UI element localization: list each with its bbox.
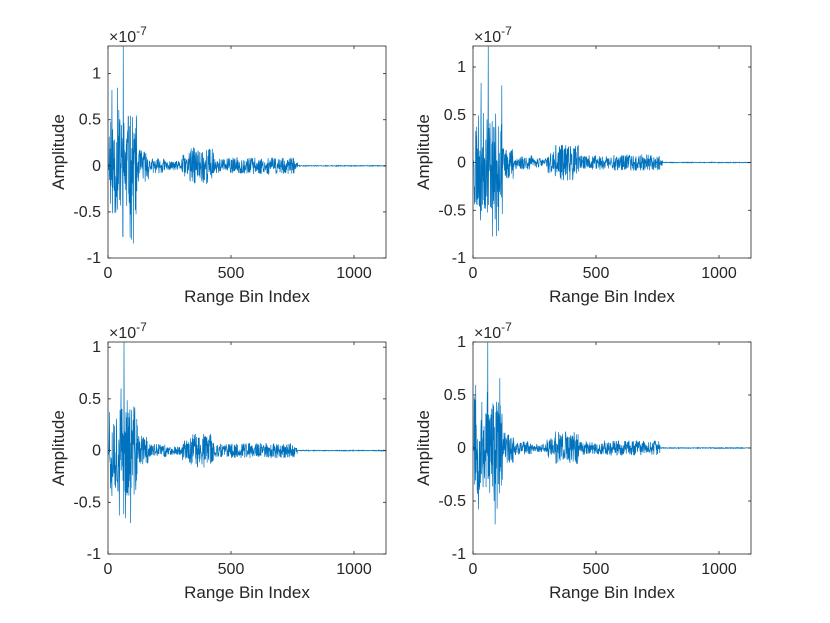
y-tick-label: 0.5 <box>444 387 466 404</box>
y-tick-label: -0.5 <box>73 494 101 511</box>
y-tick-label: -0.5 <box>73 204 101 221</box>
figure: 0 500 1000-1-0.500.51×10-7Range Bin IndexA… <box>0 0 830 623</box>
x-tick-label: 500 <box>583 561 610 578</box>
subplot-4: 0 500 1000 -1 -0.5 0 0.5 1 ×10-7 Range Bin Index A… <box>414 320 751 602</box>
axes-box <box>473 46 751 258</box>
y-axis-label: Amplitude <box>49 410 68 486</box>
x-tick-label: 0 <box>104 561 113 578</box>
x-tick-label: 1000 <box>336 265 372 282</box>
x-tick-label: 500 <box>218 561 245 578</box>
y-tick-label: 1 <box>92 66 101 83</box>
y-tick-label: -0.5 <box>438 202 466 219</box>
x-tick-label: 1000 <box>701 265 737 282</box>
x-axis-label: Range Bin Index <box>549 583 675 602</box>
x-tick-label: 1000 <box>336 561 372 578</box>
x-tick-label: 0 <box>469 561 478 578</box>
y-tick-label: 0.5 <box>444 107 466 124</box>
y-tick-label: 0 <box>457 155 466 172</box>
subplot-2: 0 500 1000 -1 -0.5 0 0.5 1 ×10-7 Range Bin Index A… <box>414 24 751 306</box>
y-tick-label: -0.5 <box>438 493 466 510</box>
x-axis-label: Range Bin Index <box>184 287 310 306</box>
y-tick-label: 1 <box>92 339 101 356</box>
exponent-label: ×10-7 <box>109 24 147 46</box>
exponent-power: -7 <box>501 320 512 334</box>
exponent-power: -7 <box>136 24 147 38</box>
y-tick-label: -1 <box>87 546 101 563</box>
axes-box <box>108 46 386 258</box>
x-tick-label: 1000 <box>701 561 737 578</box>
subplot-1: 0 500 1000 -1 -0.5 0 0.5 1 ×10-7 Range Bin Index A… <box>49 24 386 306</box>
x-tick-label: 500 <box>218 265 245 282</box>
x-tick-label: 0 <box>469 265 478 282</box>
y-tick-label: -1 <box>452 546 466 563</box>
exponent-power: -7 <box>501 24 512 38</box>
y-axis-label: Amplitude <box>414 410 433 486</box>
y-tick-label: 1 <box>457 334 466 351</box>
y-tick-label: -1 <box>87 250 101 267</box>
y-tick-label: 0 <box>457 440 466 457</box>
exponent-label: ×10-7 <box>109 320 147 342</box>
y-axis-label: Amplitude <box>414 114 433 190</box>
y-axis-label: Amplitude <box>49 114 68 190</box>
y-tick-label: 0.5 <box>79 391 101 408</box>
y-tick-label: 0.5 <box>79 112 101 129</box>
subplot-3: 0 500 1000 -1 -0.5 0 0.5 1 ×10-7 Range Bin Index A… <box>49 320 386 602</box>
exponent-label: ×10-7 <box>474 24 512 46</box>
y-tick-label: 0 <box>92 443 101 460</box>
y-tick-label: 0 <box>92 158 101 175</box>
exponent-label: ×10-7 <box>474 320 512 342</box>
exponent-power: -7 <box>136 320 147 334</box>
x-tick-label: 500 <box>583 265 610 282</box>
x-tick-label: 0 <box>104 265 113 282</box>
x-axis-label: Range Bin Index <box>184 583 310 602</box>
x-axis-label: Range Bin Index <box>549 287 675 306</box>
y-tick-label: 1 <box>457 59 466 76</box>
y-tick-label: -1 <box>452 250 466 267</box>
